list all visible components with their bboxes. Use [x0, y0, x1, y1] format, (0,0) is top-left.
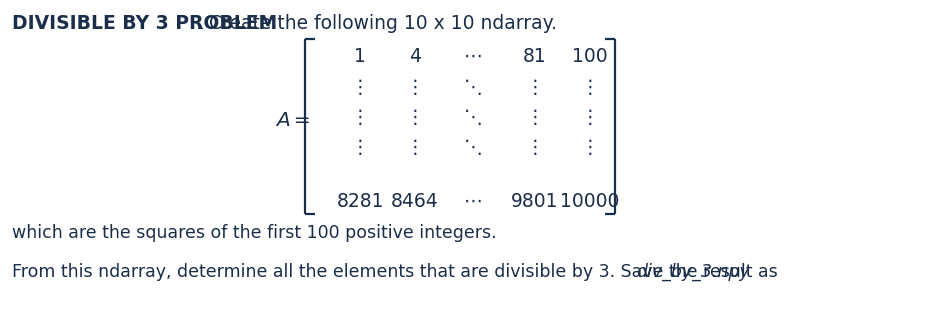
Text: 81: 81: [524, 47, 547, 66]
Text: 8464: 8464: [391, 192, 439, 211]
Text: div_by_3.npy: div_by_3.npy: [636, 263, 749, 281]
Text: ⋮: ⋮: [581, 78, 600, 97]
Text: DIVISIBLE BY 3 PROBLEM: DIVISIBLE BY 3 PROBLEM: [12, 14, 277, 33]
Text: ⋮: ⋮: [525, 78, 544, 97]
Text: ⋯: ⋯: [463, 192, 482, 211]
Text: From this ndarray, determine all the elements that are divisible by 3. Save the : From this ndarray, determine all the ele…: [12, 263, 783, 281]
Text: ⋮: ⋮: [406, 138, 424, 157]
Text: ⋮: ⋮: [525, 108, 544, 127]
Text: 4: 4: [409, 47, 421, 66]
Text: ⋮: ⋮: [525, 138, 544, 157]
Text: ⋮: ⋮: [351, 138, 369, 157]
Text: ⋯: ⋯: [463, 47, 482, 66]
Text: ⋮: ⋮: [351, 78, 369, 97]
Text: ⋮: ⋮: [406, 78, 424, 97]
Text: ⋮: ⋮: [351, 108, 369, 127]
Text: ⋮: ⋮: [581, 108, 600, 127]
Text: 1: 1: [354, 47, 366, 66]
Text: ⋱: ⋱: [463, 108, 482, 127]
Text: ⋱: ⋱: [463, 138, 482, 157]
Text: Create the following 10 x 10 ndarray.: Create the following 10 x 10 ndarray.: [203, 14, 557, 33]
Text: ⋮: ⋮: [406, 108, 424, 127]
Text: which are the squares of the first 100 positive integers.: which are the squares of the first 100 p…: [12, 224, 496, 242]
Text: A =: A =: [276, 112, 310, 130]
Text: ⋱: ⋱: [463, 78, 482, 97]
Text: 10000: 10000: [560, 192, 619, 211]
Text: :: :: [196, 14, 202, 33]
Text: 9801: 9801: [511, 192, 558, 211]
Text: 100: 100: [572, 47, 608, 66]
Text: ⋮: ⋮: [581, 138, 600, 157]
Text: 8281: 8281: [337, 192, 384, 211]
